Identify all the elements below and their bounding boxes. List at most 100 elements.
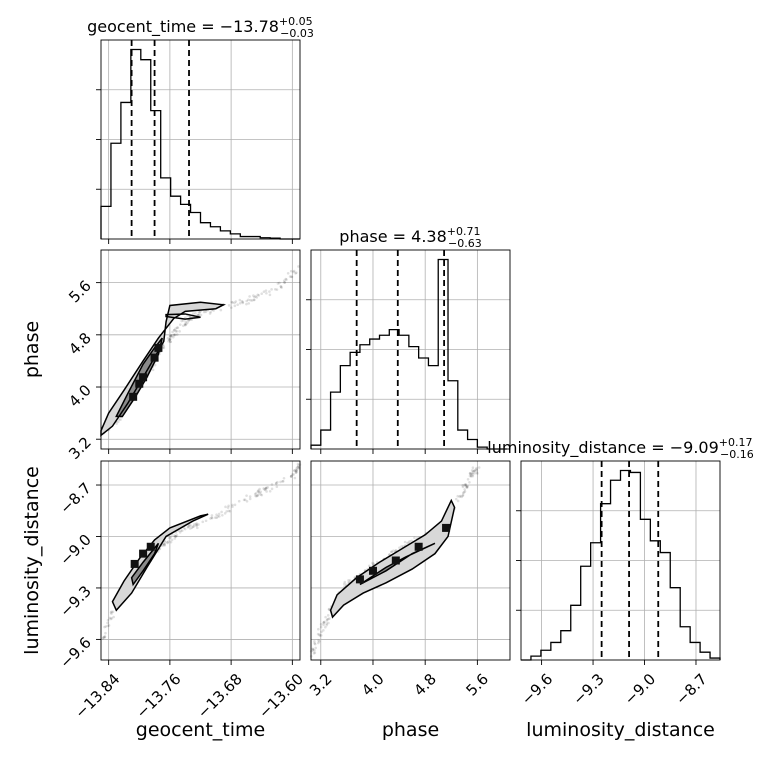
scatter-point [294, 469, 298, 472]
scatter-point [196, 526, 199, 530]
scatter-point [167, 536, 171, 540]
x-tick-label: −8.7 [672, 670, 710, 708]
scatter-point [311, 649, 315, 652]
scatter-point [178, 531, 182, 534]
scatter-point [220, 510, 223, 514]
density-peak [368, 566, 377, 575]
scatter-point [182, 319, 185, 322]
scatter-point [169, 335, 173, 338]
scatter-point [290, 275, 294, 279]
contour-outer-fill [112, 514, 209, 611]
scatter-point [248, 497, 252, 501]
scatter-point [248, 495, 252, 498]
scatter-point [201, 520, 205, 524]
scatter-point [265, 490, 268, 493]
scatter-point [188, 524, 191, 527]
scatter-point [195, 524, 198, 528]
scatter-point [260, 493, 264, 497]
x-tick-label: −13.76 [133, 670, 185, 722]
scatter-point [226, 506, 230, 509]
scatter-point [224, 505, 227, 509]
scatter-point [245, 299, 249, 303]
x-tick-label: −13.60 [255, 670, 307, 722]
x-tick-label: −9.6 [518, 670, 556, 708]
scatter-point [471, 474, 475, 478]
scatter-point [463, 483, 467, 487]
scatter-point [252, 294, 255, 297]
scatter-point [234, 300, 238, 303]
scatter-point [103, 625, 106, 629]
histogram-phase [310, 258, 507, 450]
scatter-point [477, 466, 481, 469]
density-peak [154, 343, 163, 352]
scatter-point [316, 632, 320, 636]
scatter-point [313, 641, 316, 645]
contour-inner-line [359, 542, 436, 586]
title-plus: +0.05 [279, 15, 313, 28]
scatter-point [171, 330, 174, 334]
title-geocent_time: geocent_time = −13.78+0.05 −0.03 [87, 15, 314, 40]
scatter-point [313, 651, 317, 654]
scatter-point [475, 466, 478, 470]
scatter-point [475, 471, 479, 474]
scatter-point [456, 494, 460, 498]
scatter-point [468, 471, 472, 475]
scatter-point [465, 486, 469, 489]
scatter-point [198, 311, 202, 314]
scatter-point [209, 310, 212, 314]
density-peak [139, 549, 148, 558]
scatter-point [289, 474, 293, 478]
density-peak [391, 556, 400, 565]
scatter-point [296, 465, 299, 469]
scatter-point [174, 329, 178, 333]
scatter-point [265, 291, 268, 295]
scatter-point [400, 545, 403, 548]
scatter-point [255, 494, 258, 498]
scatter-point [106, 618, 110, 622]
scatter-point [295, 467, 298, 470]
scatter-point [188, 527, 192, 530]
scatter-point [174, 534, 178, 538]
scatter-point [470, 469, 474, 472]
scatter-point [466, 477, 470, 481]
scatter-point [461, 493, 465, 497]
scatter-point [161, 544, 165, 547]
scatter-point [253, 492, 257, 496]
density-peak [130, 559, 139, 568]
density-peak [135, 379, 144, 388]
scatter-point [463, 490, 467, 493]
scatter-point [245, 499, 249, 503]
scatter-point [163, 542, 166, 546]
scatter-point [297, 265, 300, 268]
scatter-point [263, 488, 266, 491]
scatter-point [259, 490, 263, 494]
scatter-point [204, 519, 208, 523]
scatter-point [461, 491, 465, 495]
scatter-point [169, 536, 173, 539]
scatter-point [317, 639, 320, 642]
scatter-point [278, 281, 281, 285]
scatter-point [194, 523, 198, 526]
scatter-point [343, 580, 347, 584]
scatter-point [270, 483, 274, 486]
scatter-point [172, 335, 175, 339]
scatter-point [202, 310, 206, 314]
mark-layer [100, 40, 721, 661]
x-tick-label: 3.2 [306, 670, 336, 700]
scatter-point [183, 322, 187, 326]
scatter-point [186, 321, 189, 324]
scatter-point [476, 472, 479, 475]
scatter-point [469, 475, 473, 478]
scatter-point [176, 326, 180, 329]
scatter-point [245, 302, 248, 306]
x-tick-label: −9.3 [569, 670, 607, 708]
scatter-point [313, 642, 317, 646]
scatter-point [290, 275, 293, 279]
scatter-point [197, 313, 200, 317]
scatter-point [110, 610, 113, 613]
scatter-point [247, 302, 251, 305]
scatter-point [102, 636, 105, 639]
scatter-point [471, 466, 475, 469]
scatter-point [367, 564, 371, 568]
scatter-point [327, 607, 331, 611]
